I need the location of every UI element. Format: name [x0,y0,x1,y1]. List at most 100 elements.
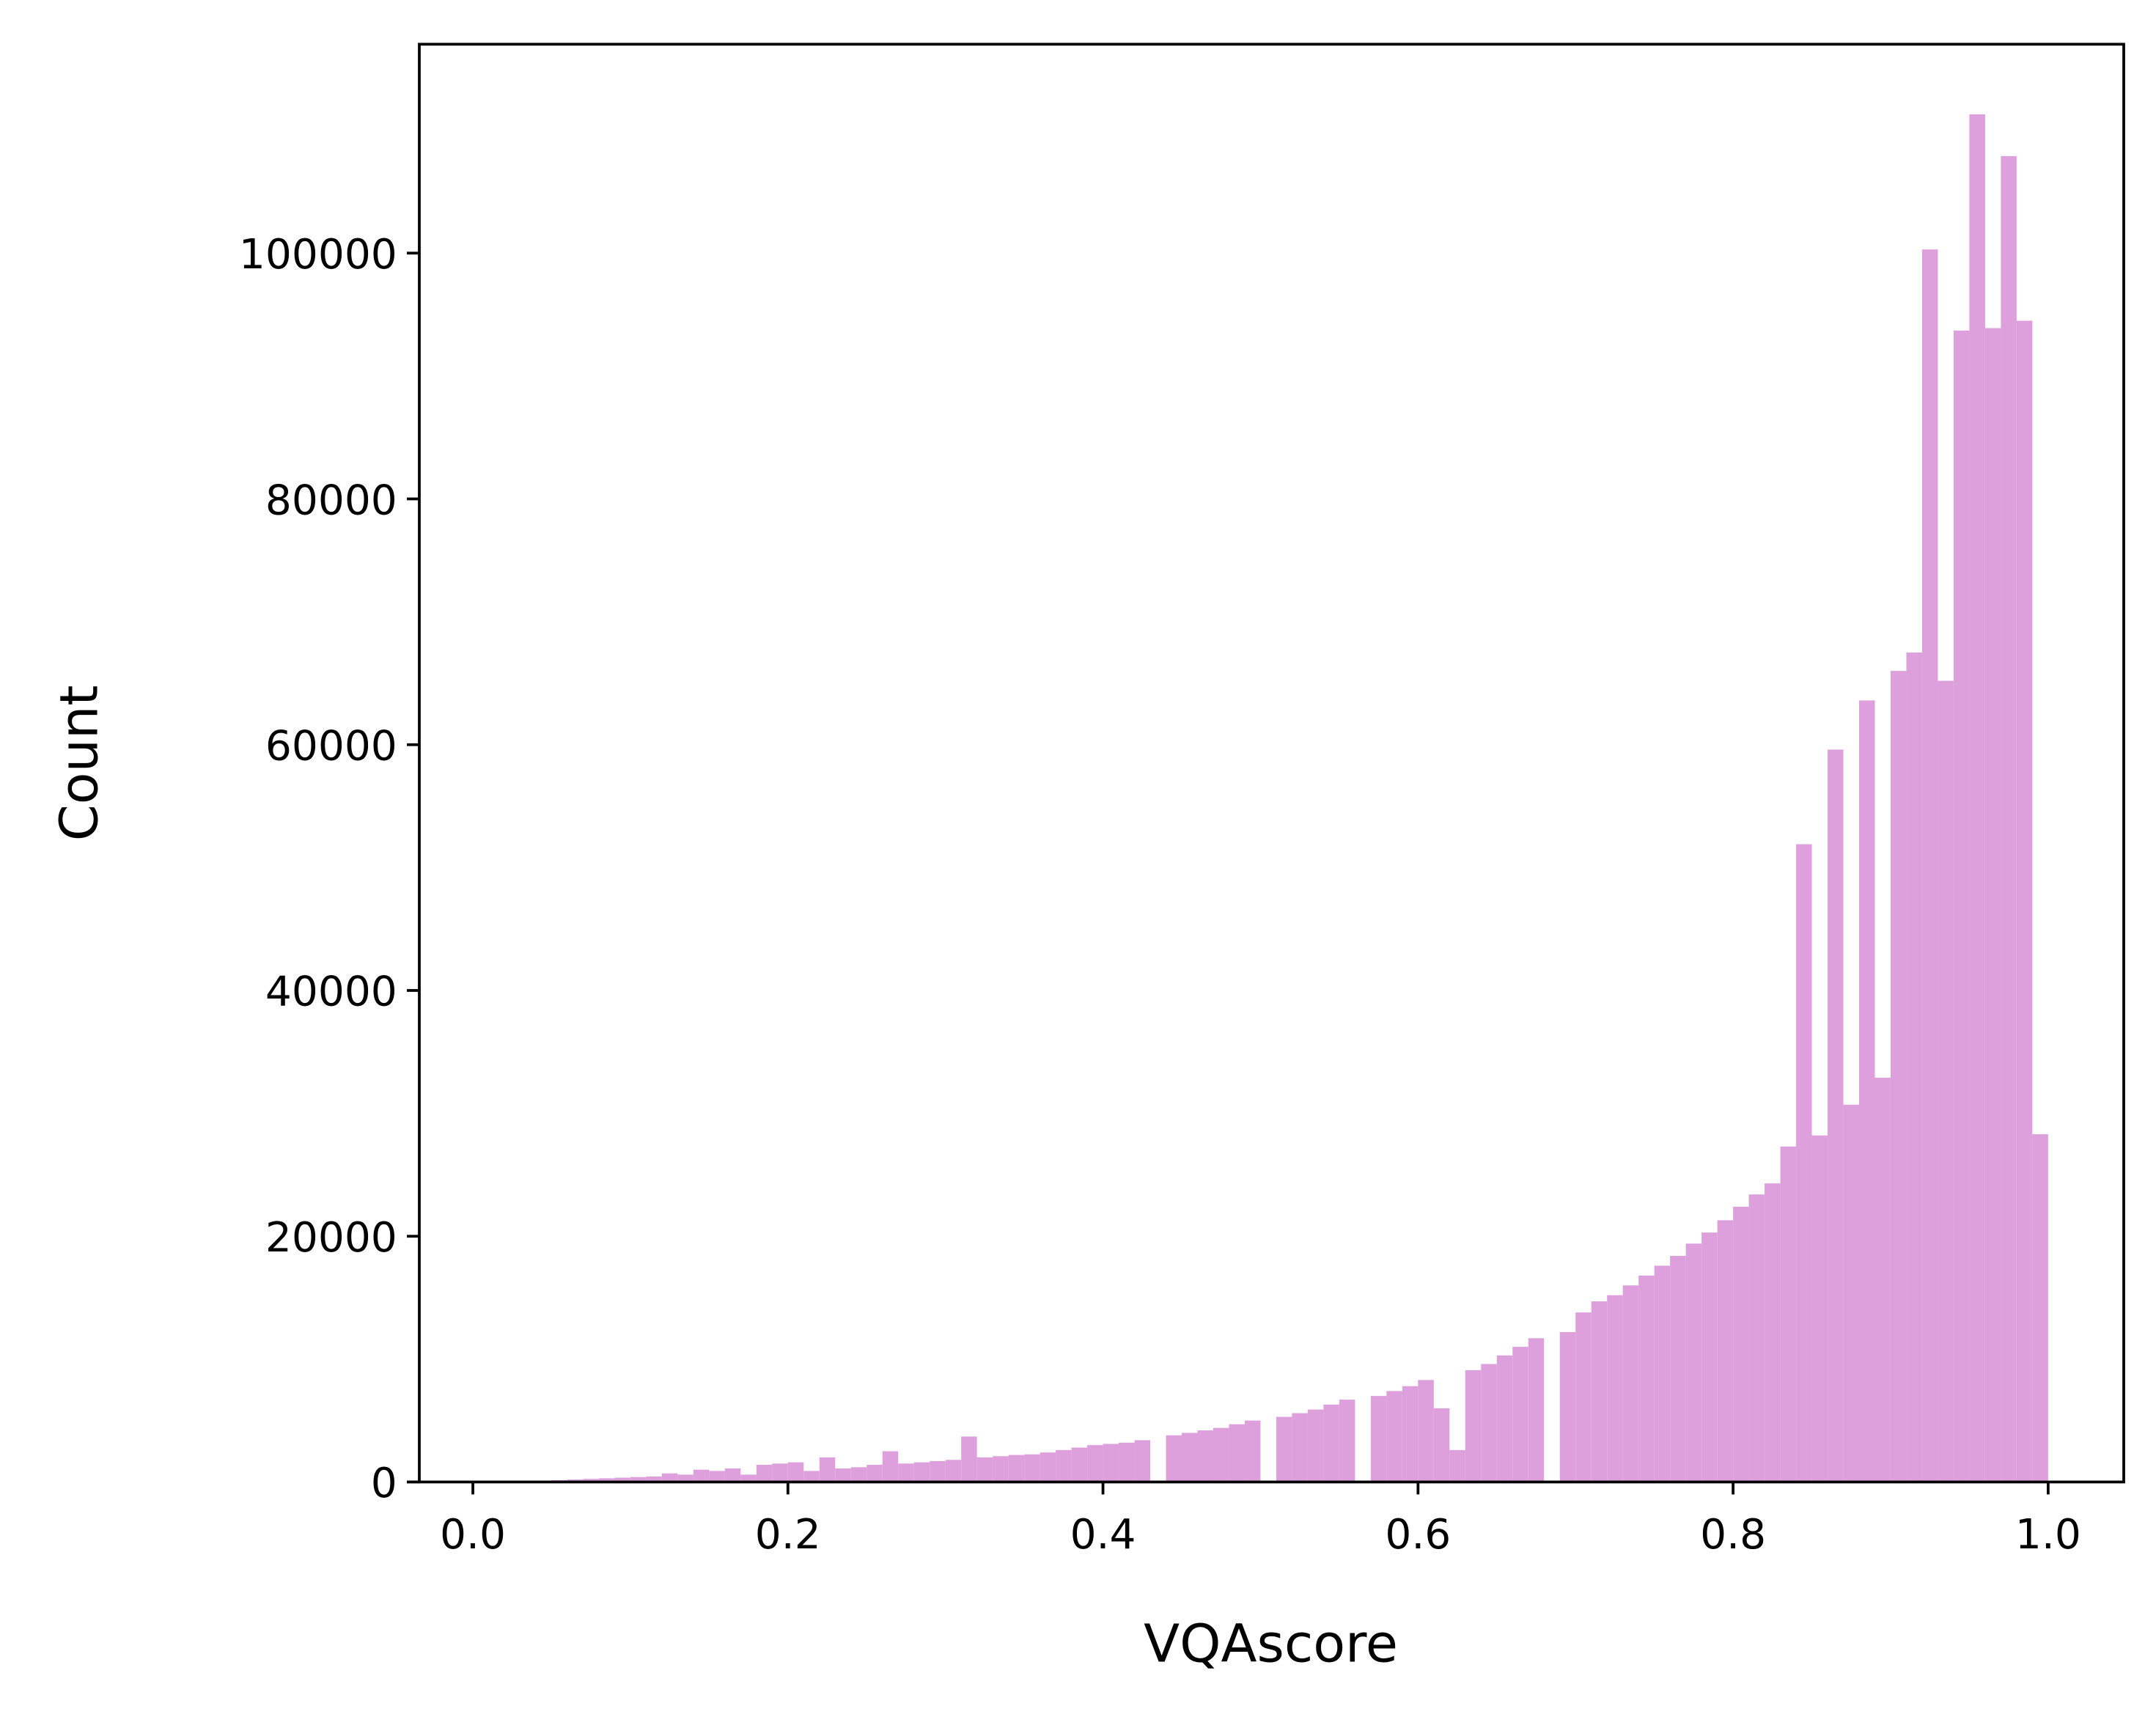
bar [1796,844,1812,1482]
bar [930,1460,946,1482]
bar [803,1471,820,1482]
bar [724,1468,741,1482]
bar [882,1451,899,1482]
bar [646,1476,662,1482]
bar [1244,1420,1261,1482]
x-tick-label: 0.4 [1070,1510,1136,1559]
bar [1938,680,1954,1482]
bar [1748,1194,1765,1482]
bar [2016,320,2033,1482]
bar [1339,1400,1355,1482]
bar [772,1463,788,1482]
bar [913,1462,930,1482]
y-tick-label: 80000 [265,476,397,524]
bar [583,1479,599,1482]
bar [1607,1295,1623,1482]
bar [1402,1386,1419,1482]
x-axis-label: VQAscore [1144,1613,1398,1674]
bar [1213,1427,1229,1482]
bar [1370,1396,1387,1482]
y-tick-label: 40000 [265,968,397,1016]
bar [1670,1256,1686,1482]
bar [993,1456,1009,1482]
bar [1843,1104,1860,1482]
bar [1654,1265,1671,1482]
bar [1040,1452,1056,1482]
bar [1134,1440,1151,1482]
bar [1890,671,1907,1482]
bar [1276,1416,1292,1482]
bar [1323,1404,1339,1482]
bar [1591,1301,1608,1482]
bar [1418,1380,1434,1482]
bar [976,1457,993,1482]
bar [1024,1454,1040,1482]
bar [1528,1338,1545,1482]
bar [1953,330,1970,1482]
bar [1984,328,2001,1482]
bar [630,1477,647,1482]
bar [1733,1206,1749,1482]
bar [1071,1447,1088,1482]
bar [1307,1409,1324,1482]
bar [1465,1369,1482,1482]
bar [1433,1408,1450,1482]
bar [1197,1430,1213,1482]
bar [709,1471,725,1482]
bar [1496,1355,1513,1482]
bar [1906,652,1922,1482]
bar [1638,1275,1655,1482]
bar [1008,1455,1025,1482]
y-tick-label: 60000 [265,721,397,770]
plot-frame [418,43,2125,1484]
bar [1685,1243,1702,1482]
bar [1119,1442,1135,1482]
bar [1701,1232,1718,1482]
bar [961,1436,977,1482]
bar [1717,1220,1734,1482]
bar [787,1462,804,1482]
y-tick-label: 20000 [265,1213,397,1262]
bar [1921,249,1938,1482]
bar [598,1478,615,1482]
bar [1056,1449,1072,1482]
bar [693,1469,710,1482]
bar [2001,155,2017,1482]
bar [1859,700,1875,1482]
bar [677,1474,693,1482]
bar [1559,1331,1576,1482]
x-tick-label: 0.2 [755,1510,821,1559]
bar [2032,1134,2048,1482]
bar [1229,1424,1245,1482]
y-axis-label: Count [48,685,110,842]
x-tick-label: 0.6 [1385,1510,1451,1559]
bar [1512,1347,1528,1482]
bar [1828,749,1844,1482]
bar [1765,1183,1781,1482]
bar [898,1463,914,1482]
bar [1292,1413,1308,1482]
bar [1780,1146,1797,1482]
y-tick-label: 100000 [239,230,397,279]
bar [1449,1449,1465,1482]
bar [945,1460,962,1482]
bar [819,1457,836,1482]
bar [1481,1364,1497,1482]
y-tick-label: 0 [371,1459,397,1507]
bar [850,1467,867,1482]
bar [1969,114,1985,1482]
bar [1386,1391,1402,1482]
bar [835,1468,851,1482]
bar [1874,1077,1891,1482]
bar [661,1473,678,1482]
bar [1622,1285,1639,1482]
bar [1182,1433,1198,1482]
bar [1575,1312,1592,1482]
x-tick-label: 0.0 [440,1510,506,1559]
bar [867,1464,883,1482]
bar [740,1474,757,1482]
bar [1087,1445,1103,1482]
bar [756,1464,773,1482]
